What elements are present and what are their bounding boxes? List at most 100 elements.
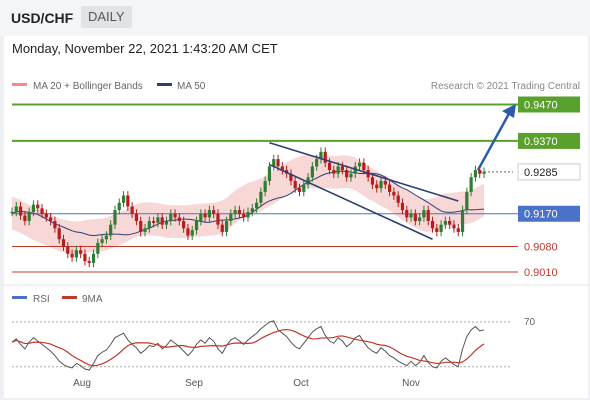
candle-body	[323, 151, 327, 163]
candle-body	[332, 170, 336, 174]
candle-body	[207, 210, 211, 218]
candle-body	[96, 242, 100, 254]
level-badge-0.9285	[517, 163, 581, 181]
candle-body	[139, 221, 143, 232]
candle-body	[229, 213, 233, 222]
candle-body	[426, 210, 430, 222]
candle-body	[79, 250, 83, 254]
candle-body	[113, 210, 117, 225]
candle-body	[469, 177, 473, 192]
rsi-line	[11, 320, 485, 371]
candle-body	[216, 213, 220, 225]
candle-body	[460, 210, 465, 232]
candle-body	[418, 217, 422, 222]
legend-swatch-rsi	[12, 296, 27, 299]
candle-body	[160, 217, 164, 225]
candle-body	[370, 177, 375, 185]
candle-body	[182, 221, 186, 229]
credit-label: Research © 2021 Trading Central	[431, 81, 580, 92]
candle-body	[242, 213, 246, 218]
candle-body	[276, 159, 280, 167]
timestamp: Monday, November 22, 2021 1:43:20 AM CET	[12, 41, 278, 56]
level-label-0.9470: 0.9470	[524, 100, 558, 112]
candle-body	[289, 173, 293, 181]
candle-body	[109, 224, 113, 236]
candle-body	[36, 204, 40, 209]
symbol-label: USD/CHF	[11, 10, 74, 26]
candle-body	[100, 239, 104, 243]
candle-body	[53, 221, 57, 229]
legend-label-ma50: MA 50	[177, 81, 206, 92]
candle-body	[220, 224, 224, 232]
candle-body	[91, 253, 96, 263]
candle-body	[143, 228, 147, 232]
candle-body	[263, 180, 267, 192]
candle-body	[473, 170, 478, 178]
candle-body	[49, 217, 53, 222]
candle-body	[233, 210, 237, 214]
candle-body	[443, 221, 447, 225]
candle-body	[194, 221, 199, 231]
legend-swatch-9ma	[62, 296, 77, 299]
channel-upper-line	[269, 141, 459, 202]
candle-body	[456, 228, 460, 232]
candle-body	[280, 166, 284, 171]
candle-body	[224, 221, 229, 232]
candle-body	[173, 213, 177, 218]
level-badge-0.9370	[518, 132, 580, 149]
chart-header: USD/CHF DAILY	[0, 0, 590, 36]
candle-body	[57, 228, 61, 240]
x-axis-label-sep: Sep	[185, 378, 203, 389]
candle-body	[405, 210, 409, 218]
candle-body	[340, 166, 344, 171]
candle-body	[190, 230, 194, 236]
candle-body	[152, 221, 156, 223]
level-label-0.9010: 0.9010	[524, 267, 558, 279]
candle-body	[448, 221, 452, 225]
candle-body	[250, 208, 254, 212]
candle-body	[104, 235, 108, 240]
candle-body	[27, 211, 31, 222]
level-label-0.9285: 0.9285	[524, 167, 558, 179]
candle-body	[302, 184, 306, 192]
candle-body	[400, 202, 405, 211]
projection-arrow-head	[502, 104, 516, 118]
timeframe-button[interactable]: DAILY	[81, 6, 132, 28]
level-badge-0.9470	[518, 96, 580, 113]
candle-body	[87, 261, 91, 263]
bollinger-band	[12, 154, 484, 255]
legend-label-ma20: MA 20 + Bollinger Bands	[33, 81, 143, 92]
candle-body	[336, 166, 340, 174]
candle-body	[18, 206, 23, 216]
candle-body	[349, 173, 353, 178]
candle-body	[409, 213, 413, 218]
channel-lower-line	[269, 163, 433, 240]
candle-body	[357, 162, 362, 167]
level-label-0.9170: 0.9170	[524, 209, 558, 221]
candle-body	[362, 162, 366, 171]
projection-arrow-shaft	[476, 111, 512, 171]
candle-body	[70, 253, 74, 258]
x-axis-label-oct: Oct	[293, 378, 309, 389]
candle-body	[259, 191, 263, 203]
candle-body	[327, 162, 332, 171]
candle-body	[375, 184, 379, 189]
candle-body	[345, 170, 349, 178]
candle-body	[177, 217, 181, 222]
legend-label-9ma: 9MA	[82, 294, 103, 305]
candle-body	[439, 224, 443, 232]
candle-body	[297, 188, 302, 192]
candle-body	[452, 224, 456, 229]
chart-panel	[4, 36, 588, 398]
candle-body	[134, 213, 139, 222]
candle-body	[465, 191, 469, 211]
candle-body	[186, 228, 190, 236]
candle-body	[254, 202, 259, 209]
candle-body	[430, 221, 435, 229]
candle-body	[10, 211, 14, 214]
candle-body	[413, 213, 417, 222]
candle-body	[379, 180, 383, 189]
candle-body	[31, 204, 36, 212]
